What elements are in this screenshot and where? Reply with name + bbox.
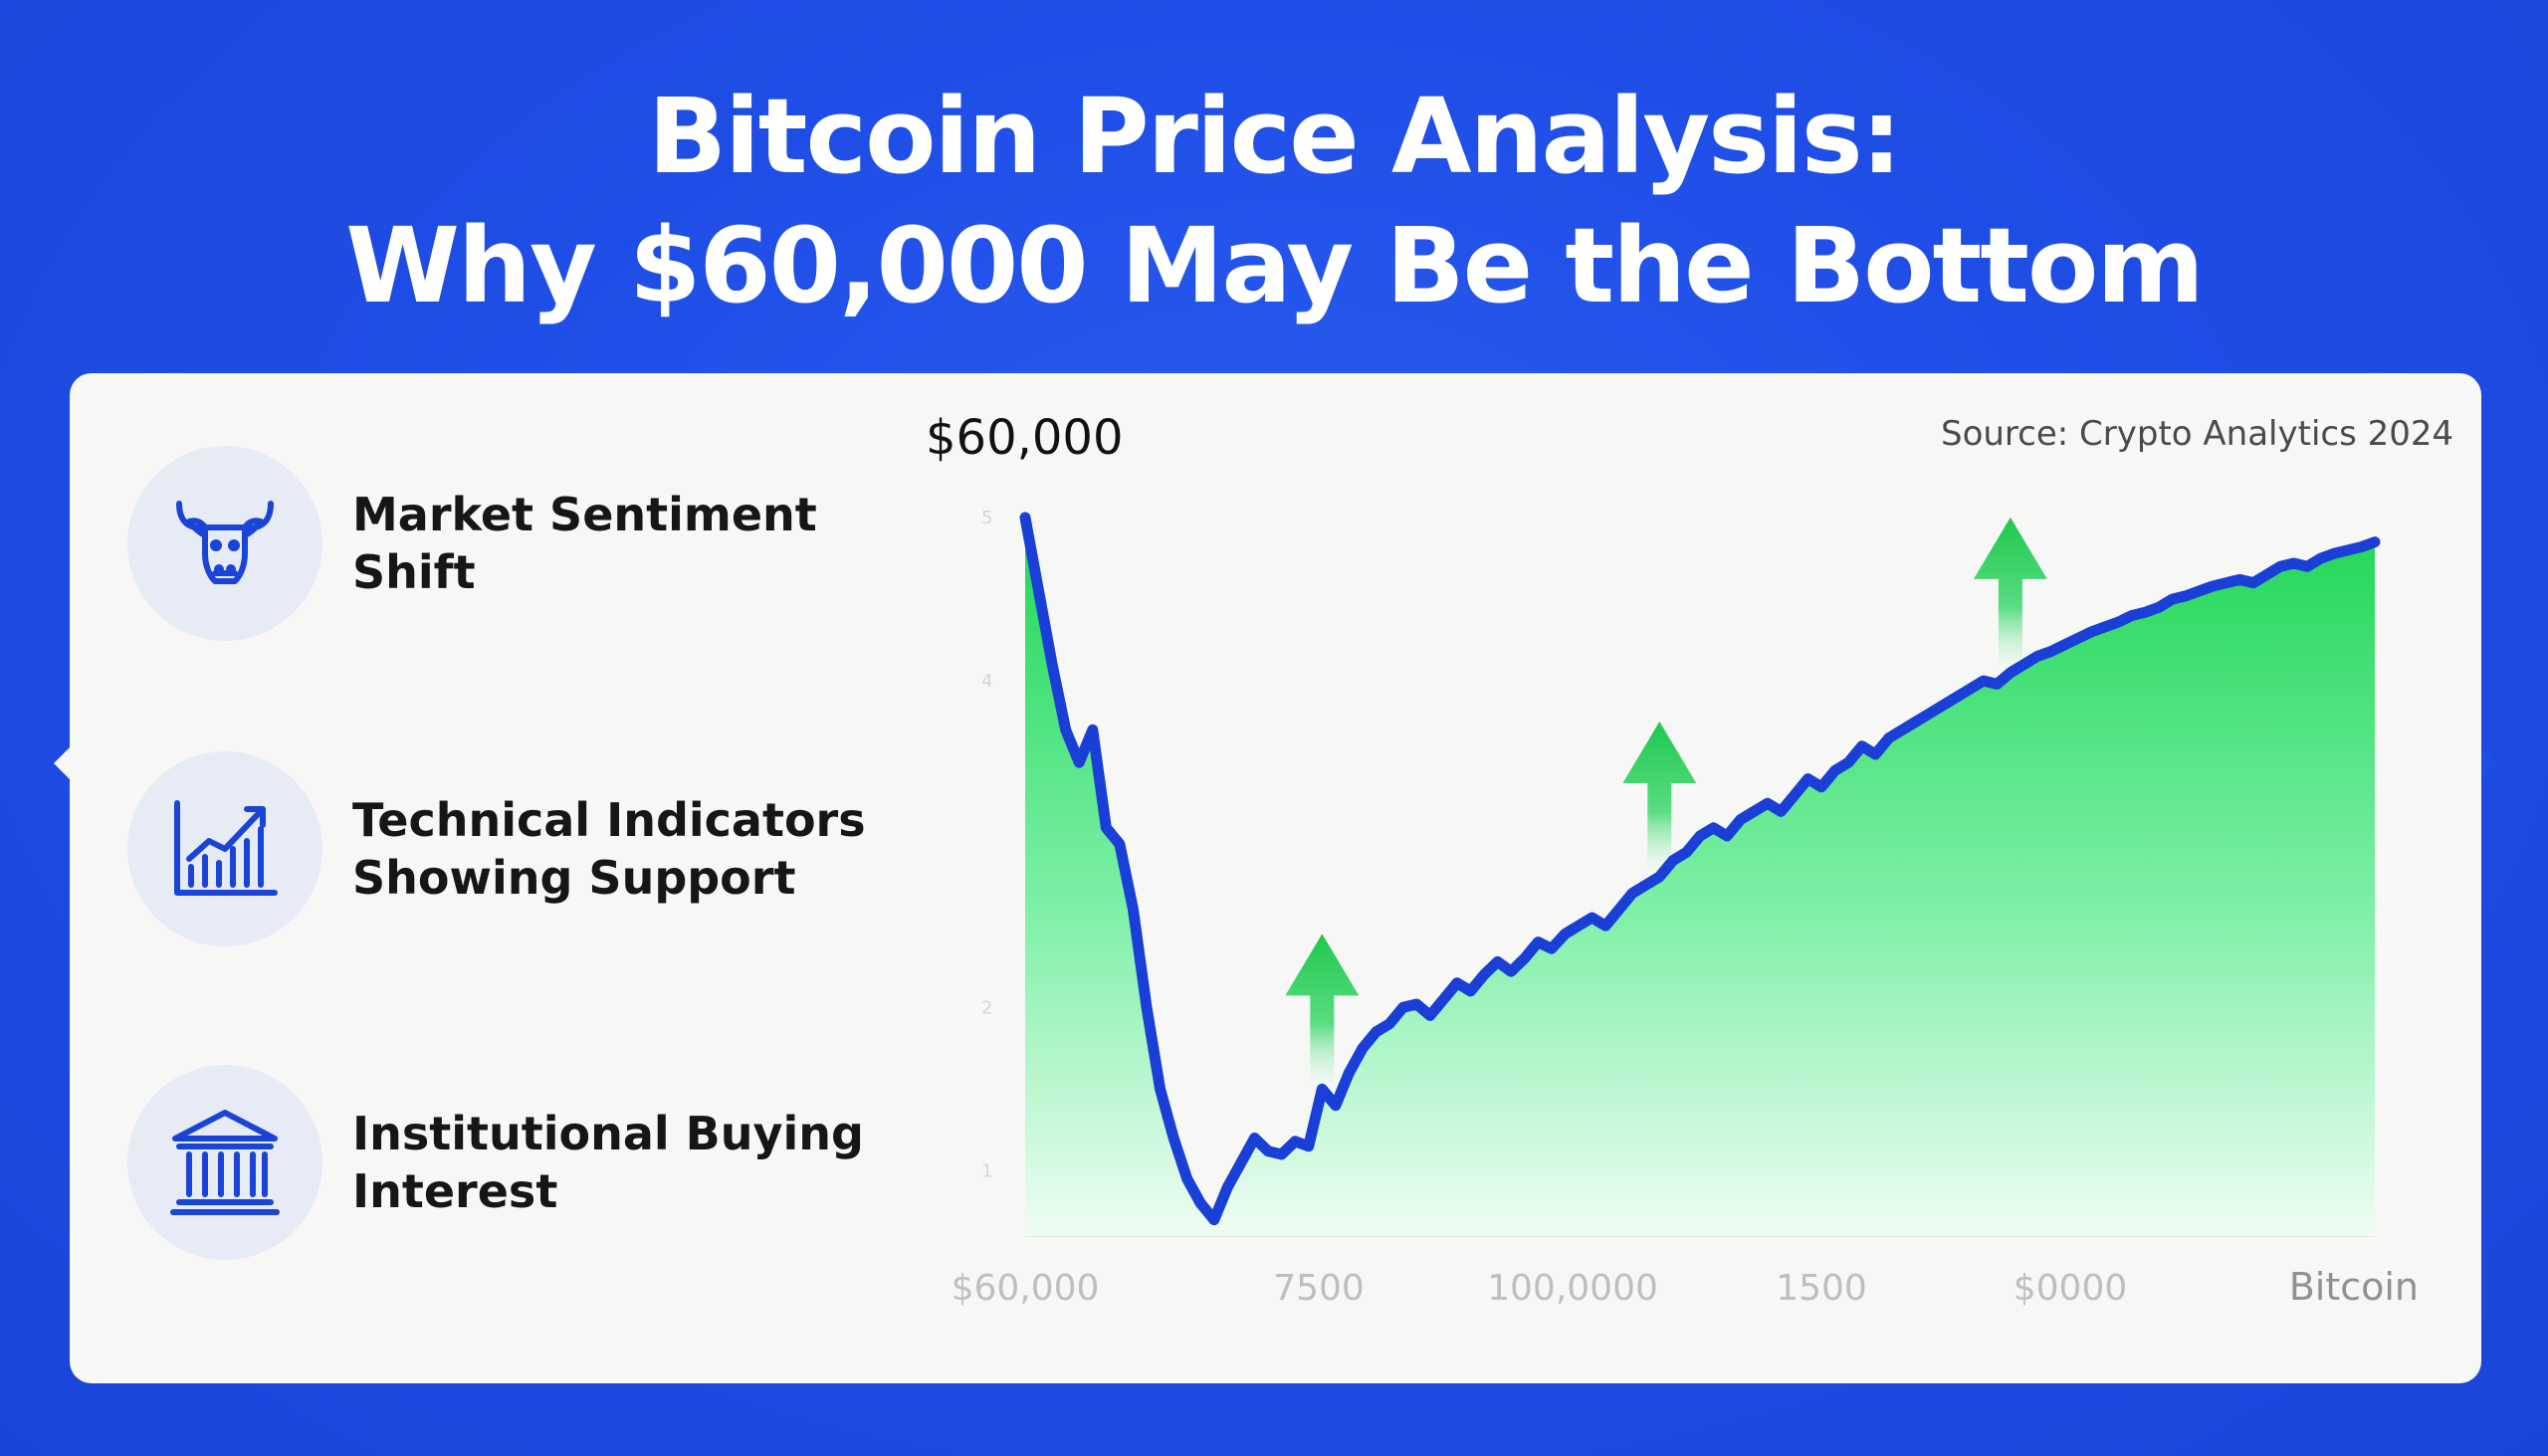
x-tick-label: $60,000 (952, 1268, 1100, 1309)
feature-label-line1: Market Sentiment (352, 488, 817, 541)
feature-label-line1: Technical Indicators (352, 793, 866, 847)
y-tick-label: 5 (981, 508, 992, 528)
feature-badge (127, 751, 322, 946)
chart-title: $60,000 (926, 410, 1124, 466)
feature-label-line1: Institutional Buying (352, 1107, 864, 1160)
card-notch-left (54, 747, 70, 779)
card-notch-right (2481, 747, 2497, 779)
bull-icon (176, 501, 274, 584)
x-tick-label: 100,0000 (1487, 1268, 1658, 1309)
page-title: Bitcoin Price Analysis: Why $60,000 May … (0, 72, 2548, 330)
x-tick-label: 1500 (1776, 1268, 1867, 1309)
feature-badge (127, 446, 322, 641)
x-tick-label: 7500 (1273, 1268, 1365, 1309)
x-axis-label: Bitcoin (2289, 1265, 2419, 1309)
feature-label-line2: Showing Support (352, 851, 796, 905)
title-line-1: Bitcoin Price Analysis: (647, 76, 1902, 197)
feature-badge (127, 1065, 322, 1260)
y-tick-label: 1 (981, 1160, 992, 1181)
feature-label-line2: Interest (352, 1164, 558, 1218)
up-arrow-icon (1285, 934, 1360, 1084)
feature-label: Technical Indicators Showing Support (352, 791, 870, 907)
up-arrow-icon (1973, 517, 2047, 667)
feature-label: Market Sentiment Shift (352, 486, 870, 601)
y-tick-label: 4 (981, 671, 992, 692)
x-tick-label: $0000 (2014, 1268, 2128, 1309)
feature-market-sentiment: Market Sentiment Shift (127, 446, 870, 641)
chart-source: Source: Crypto Analytics 2024 (1941, 414, 2454, 454)
feature-label: Institutional Buying Interest (352, 1105, 870, 1220)
price-line (1019, 512, 2381, 1226)
feature-label-line2: Shift (352, 545, 476, 599)
feature-institutional-buying: Institutional Buying Interest (127, 1065, 870, 1260)
up-arrow-icon (1622, 722, 1697, 871)
bank-building-icon (170, 1110, 280, 1215)
bar-chart-growth-icon (174, 800, 278, 896)
feature-technical-indicators: Technical Indicators Showing Support (127, 751, 870, 946)
title-line-2: Why $60,000 May Be the Bottom (345, 205, 2205, 326)
y-tick-label: 2 (981, 997, 992, 1018)
price-area (1025, 518, 2375, 1236)
